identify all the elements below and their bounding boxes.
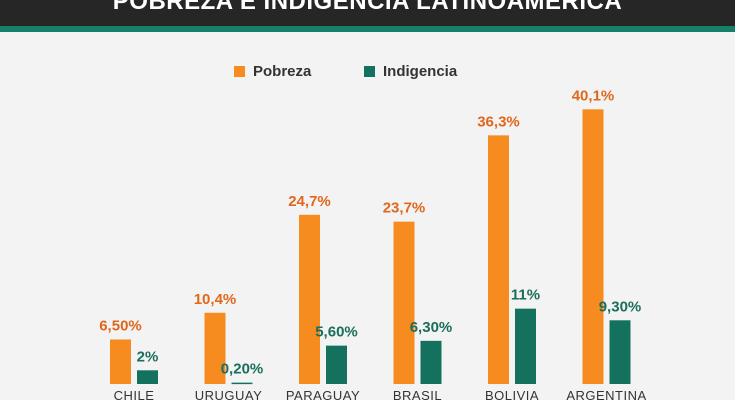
category-label-uruguay: URUGUAY: [195, 388, 263, 400]
legend-item-indigencia: Indigencia: [364, 63, 457, 80]
data-label-indigencia-brasil: 6,30%: [410, 319, 453, 336]
bar-indigencia-brasil: [420, 340, 442, 384]
data-label-pobreza-brasil: 23,7%: [383, 200, 426, 217]
legend: Pobreza Indigencia: [0, 63, 735, 85]
legend-item-pobreza: Pobreza: [234, 63, 311, 80]
category-label-chile: CHILE: [114, 388, 155, 400]
data-label-pobreza-paraguay: 24,7%: [288, 193, 331, 210]
chart-title: POBREZA E INDIGENCIA LATINOAMERICA: [112, 0, 623, 15]
category-label-paraguay: PARAGUAY: [286, 388, 360, 400]
data-label-indigencia-bolivia: 11%: [511, 287, 540, 304]
data-label-pobreza-argentina: 40,1%: [572, 87, 615, 104]
title-accent-bar: [0, 26, 735, 32]
bar-pobreza-paraguay: [299, 214, 320, 384]
data-label-indigencia-uruguay: 0,20%: [221, 361, 264, 378]
data-label-indigencia-chile: 2%: [137, 348, 159, 365]
data-label-pobreza-uruguay: 10,4%: [194, 291, 237, 308]
bar-pobreza-chile: [110, 339, 131, 384]
data-label-indigencia-paraguay: 5,60%: [315, 324, 358, 341]
data-label-pobreza-bolivia: 36,3%: [477, 113, 520, 130]
category-label-bolivia: BOLIVIA: [485, 388, 539, 400]
bar-pobreza-brasil: [393, 221, 415, 384]
legend-swatch-indigencia: [364, 66, 375, 77]
data-label-indigencia-argentina: 9,30%: [599, 298, 642, 315]
legend-label-indigencia: Indigencia: [383, 63, 458, 80]
category-label-argentina: ARGENTINA: [566, 388, 646, 400]
bar-indigencia-argentina: [609, 320, 631, 384]
legend-swatch-pobreza: [234, 66, 245, 77]
category-label-brasil: BRASIL: [393, 388, 442, 400]
bar-pobreza-uruguay: [204, 312, 226, 384]
bar-indigencia-chile: [137, 370, 158, 384]
bar-indigencia-paraguay: [326, 345, 347, 384]
bar-pobreza-bolivia: [488, 135, 509, 384]
legend-label-pobreza: Pobreza: [253, 63, 312, 80]
data-label-pobreza-chile: 6,50%: [99, 317, 142, 334]
bar-indigencia-uruguay: [231, 382, 253, 385]
bar-pobreza-argentina: [582, 109, 604, 384]
title-bar: POBREZA E INDIGENCIA LATINOAMERICA: [0, 0, 735, 26]
bar-indigencia-bolivia: [515, 308, 536, 384]
